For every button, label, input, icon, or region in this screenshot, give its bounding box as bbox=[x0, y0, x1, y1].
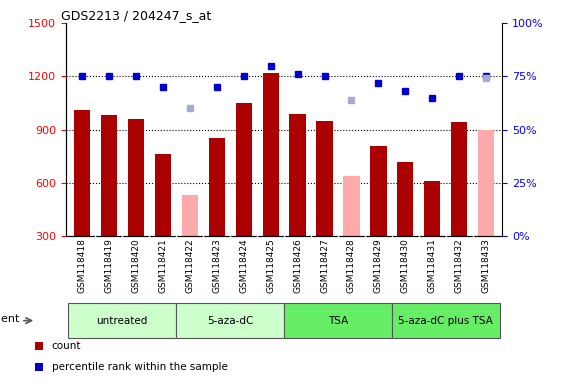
Text: GSM118433: GSM118433 bbox=[482, 238, 491, 293]
Text: percentile rank within the sample: percentile rank within the sample bbox=[51, 362, 228, 372]
Text: GSM118421: GSM118421 bbox=[158, 238, 167, 293]
Bar bbox=[182, 195, 198, 236]
Bar bbox=[74, 110, 90, 236]
Bar bbox=[100, 115, 117, 236]
Text: GSM118431: GSM118431 bbox=[428, 238, 437, 293]
Text: TSA: TSA bbox=[328, 316, 348, 326]
Text: GSM118426: GSM118426 bbox=[293, 238, 302, 293]
Text: GSM118429: GSM118429 bbox=[374, 238, 383, 293]
Text: GSM118425: GSM118425 bbox=[266, 238, 275, 293]
Text: GSM118427: GSM118427 bbox=[320, 238, 329, 293]
Text: GDS2213 / 204247_s_at: GDS2213 / 204247_s_at bbox=[61, 9, 211, 22]
Text: untreated: untreated bbox=[96, 316, 148, 326]
Bar bbox=[371, 146, 387, 236]
Bar bbox=[263, 73, 279, 236]
Bar bbox=[284, 303, 392, 338]
Bar bbox=[235, 103, 252, 236]
Text: GSM118428: GSM118428 bbox=[347, 238, 356, 293]
Text: GSM118419: GSM118419 bbox=[104, 238, 113, 293]
Bar bbox=[155, 154, 171, 236]
Bar bbox=[478, 130, 494, 236]
Bar bbox=[397, 162, 413, 236]
Text: agent: agent bbox=[0, 314, 19, 324]
Bar bbox=[343, 176, 360, 236]
Text: 5-aza-dC plus TSA: 5-aza-dC plus TSA bbox=[399, 316, 493, 326]
Text: GSM118420: GSM118420 bbox=[131, 238, 140, 293]
Text: GSM118432: GSM118432 bbox=[455, 238, 464, 293]
Text: count: count bbox=[51, 341, 81, 351]
Bar bbox=[176, 303, 284, 338]
Text: GSM118430: GSM118430 bbox=[401, 238, 410, 293]
Bar bbox=[208, 139, 225, 236]
Bar bbox=[289, 114, 305, 236]
Text: GSM118424: GSM118424 bbox=[239, 238, 248, 293]
Text: 5-aza-dC: 5-aza-dC bbox=[207, 316, 254, 326]
Bar bbox=[128, 119, 144, 236]
Bar bbox=[69, 303, 176, 338]
Text: GSM118422: GSM118422 bbox=[185, 238, 194, 293]
Text: GSM118423: GSM118423 bbox=[212, 238, 221, 293]
Bar bbox=[392, 303, 500, 338]
Bar bbox=[424, 181, 440, 236]
Text: GSM118418: GSM118418 bbox=[77, 238, 86, 293]
Bar bbox=[451, 122, 468, 236]
Bar bbox=[316, 121, 332, 236]
